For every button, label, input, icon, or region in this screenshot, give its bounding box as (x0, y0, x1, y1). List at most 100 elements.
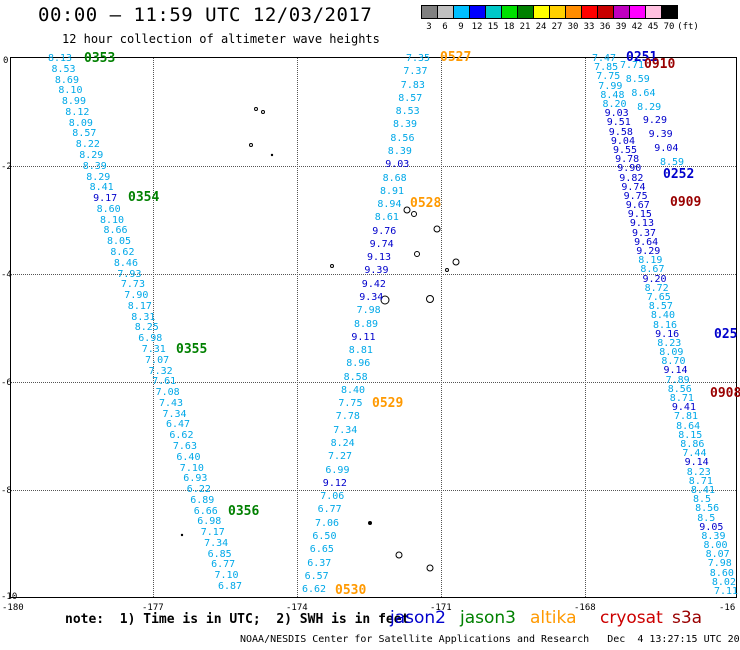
x-tick-label: -177 (142, 603, 164, 613)
wave-height-value: 8.56 (695, 503, 720, 515)
page-subtitle: 12 hour collection of altimeter wave hei… (62, 32, 380, 46)
wave-height-value: 9.58 (608, 126, 633, 138)
wave-height-value: 7.81 (674, 411, 699, 423)
color-scale-label: 70 (663, 22, 675, 32)
wave-height-value: 6.93 (183, 473, 208, 485)
wave-height-value: 8.46 (113, 257, 138, 269)
wave-height-value: 6.99 (325, 464, 350, 476)
x-tick-label: -180 (2, 603, 24, 613)
wave-height-value: 9.42 (361, 278, 386, 290)
wave-height-value: 9.74 (369, 238, 394, 250)
wave-height-value: 7.63 (172, 440, 197, 452)
wave-height-value: 8.12 (65, 106, 90, 118)
wave-height-value: 6.47 (166, 419, 191, 431)
wave-height-value: 6.66 (193, 505, 218, 517)
wave-height-value: 8.23 (657, 337, 682, 349)
wave-height-value: 8.56 (390, 132, 415, 144)
wave-height-value: 6.85 (207, 548, 232, 560)
color-scale-label: 3 (426, 22, 432, 32)
wave-height-value: 7.10 (179, 462, 204, 474)
wave-height-value: 8.96 (346, 358, 371, 370)
wave-height-value: 6.37 (307, 557, 332, 569)
map-plot-area (10, 57, 737, 598)
wave-height-value: 6.40 (176, 451, 201, 463)
wave-height-value: 9.55 (613, 144, 638, 156)
y-tick-label: 0 (3, 56, 9, 66)
color-scale-labels: 3 6 9 12 15 18 21 24 27 30 33 36 39 42 45 70 (ft) (421, 22, 699, 32)
wave-height-value: 8.40 (341, 384, 366, 396)
wave-height-value: 8.64 (631, 87, 656, 99)
color-scale-label: 30 (567, 22, 579, 32)
wave-height-value: 8.57 (72, 128, 97, 140)
wave-height-value: 8.70 (661, 356, 686, 368)
wave-height-value: 8.68 (382, 172, 407, 184)
page-title: 00:00 – 11:59 UTC 12/03/2017 (38, 4, 373, 26)
wave-height-value: 8.17 (127, 300, 152, 312)
pass-number-label: 0910 (644, 57, 676, 72)
wave-height-value: 9.76 (372, 225, 397, 237)
wave-height-value: 7.34 (333, 424, 358, 436)
wave-height-value: 8.00 (703, 540, 728, 552)
wave-height-value: 7.08 (155, 387, 180, 398)
wave-height-value: 9.03 (385, 159, 410, 171)
grid-line-vertical (297, 58, 298, 597)
wave-height-value: 6.89 (190, 494, 215, 506)
legend-entry: cryosat (600, 608, 663, 628)
wave-height-value: 6.77 (211, 559, 236, 571)
color-scale-label: 9 (458, 22, 464, 32)
wave-height-value: 6.22 (186, 484, 211, 495)
grid-line-vertical (441, 58, 442, 597)
y-tick-label: -10 (1, 592, 18, 602)
wave-height-value: 7.61 (152, 376, 177, 388)
wave-height-value: 7.75 (596, 71, 621, 83)
grid-line-vertical (153, 58, 154, 597)
credit-line: NOAA/NESDIS Center for Satellite Applica… (240, 634, 740, 645)
x-tick-label: -168 (574, 603, 596, 613)
wave-height-value: 8.39 (701, 530, 726, 542)
color-scale-label: 33 (583, 22, 595, 32)
wave-height-value: 8.59 (625, 73, 650, 85)
wave-height-value: 8.29 (637, 101, 662, 113)
pass-number-label: 0527 (440, 50, 472, 65)
wave-height-value: 8.53 (51, 63, 76, 75)
wave-height-value: 7.99 (598, 80, 623, 92)
wave-height-value: 8.40 (650, 310, 675, 322)
color-scale-label: 36 (599, 22, 611, 32)
pass-number-label: 0528 (410, 196, 442, 211)
color-scale-label: 27 (551, 22, 563, 32)
y-tick-label: -6 (1, 378, 12, 388)
wave-height-value: 7.32 (148, 365, 173, 377)
color-scale-label: 18 (503, 22, 515, 32)
wave-height-value: 8.71 (669, 393, 694, 404)
wave-height-value: 8.99 (61, 96, 86, 108)
pass-number-label: 0353 (84, 51, 116, 66)
wave-height-value: 8.71 (688, 475, 713, 487)
wave-height-value: 6.77 (317, 504, 342, 516)
wave-height-value: 8.59 (660, 157, 685, 168)
wave-height-value: 7.43 (159, 397, 184, 409)
wave-height-value: 7.06 (320, 491, 345, 503)
wave-height-value: 8.39 (82, 160, 107, 172)
wave-height-value: 9.13 (629, 218, 654, 230)
wave-height-value: 9.64 (634, 236, 659, 248)
wave-height-value: 7.98 (356, 305, 381, 317)
wave-height-value: 6.98 (197, 516, 222, 528)
wave-height-value: 8.56 (667, 383, 692, 395)
pass-number-label: 0251 (626, 50, 658, 65)
wave-height-value: 7.06 (315, 517, 340, 529)
wave-height-value: 8.72 (644, 282, 669, 294)
pass-number-label: 0530 (335, 583, 367, 598)
pass-number-label: 0356 (228, 504, 260, 519)
wave-height-value: 7.34 (162, 408, 187, 420)
legend-entry: jason3 (460, 608, 516, 628)
wave-height-value: 8.60 (709, 567, 734, 579)
wave-height-value: 6.87 (218, 581, 243, 592)
footnote: note: 1) Time is in UTC; 2) SWH is in fe… (65, 612, 410, 627)
wave-height-value: 8.05 (107, 236, 132, 248)
color-scale-label: 12 (471, 22, 483, 32)
pass-number-label: 0355 (176, 342, 208, 357)
wave-height-value: 9.20 (642, 273, 667, 285)
wave-height-value: 9.82 (619, 172, 644, 184)
wave-height-value: 9.41 (671, 402, 696, 414)
